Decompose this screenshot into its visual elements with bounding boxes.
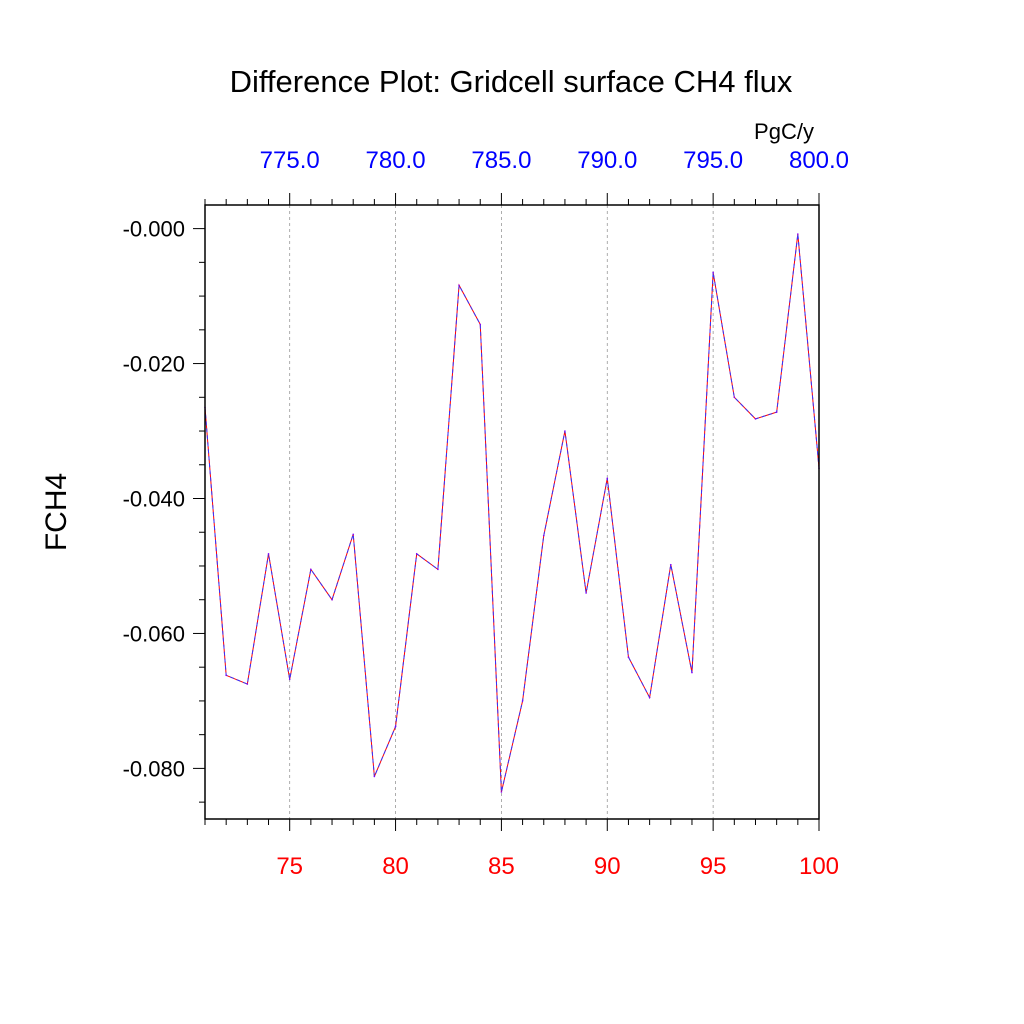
data-point [373,775,376,778]
data-point [797,233,799,235]
y-axis-label: FCH4 [40,473,73,551]
data-point [394,725,397,728]
data-point [437,568,439,571]
data-point [712,271,714,274]
y-tick-label: -0.060 [123,621,185,646]
x-tick-label-bottom: 75 [276,853,303,880]
data-point [542,534,545,537]
data-point [606,477,609,480]
x-tick-label-bottom: 95 [700,853,727,880]
series-line [204,233,820,793]
y-tick-label: -0.040 [123,487,185,512]
data-point [521,700,524,702]
x-tick-label-bottom: 100 [799,853,839,880]
data-point [479,323,482,326]
data-point [669,563,672,566]
data-point [331,598,333,601]
series-group [204,233,820,793]
x-tick-label-bottom: 80 [382,853,409,880]
data-point [288,678,291,681]
tick-labels: -0.000 -0.020 -0.040 -0.060 -0.080 75 80 85 90 95… [123,147,849,880]
data-point [733,396,736,399]
data-point [225,674,227,677]
data-point [415,553,418,555]
y-tick-label: -0.000 [123,217,185,242]
x-tick-label-top: 790.0 [577,147,637,174]
grid-lines [289,205,714,819]
x-tick-label-top: 800.0 [789,147,849,174]
x-tick-label-top: 795.0 [683,147,743,174]
x-tick-label-bottom: 90 [594,853,621,880]
data-point [775,411,778,413]
series-line-base [204,233,820,793]
units-label: PgC/y [754,119,814,144]
data-point [648,696,651,699]
data-point [627,656,630,658]
data-point [352,533,355,536]
x-tick-label-top: 775.0 [260,147,320,174]
chart-title: Difference Plot: Gridcell surface CH4 fl… [230,64,793,99]
data-point [564,430,566,432]
data-point [691,671,693,674]
x-tick-label-bottom: 85 [488,853,515,880]
x-tick-label-top: 780.0 [366,147,426,174]
data-point [246,683,249,685]
x-tick-label-top: 785.0 [471,147,531,174]
data-point [585,592,587,594]
data-point [310,568,312,571]
data-point [754,418,757,420]
plot-frame [204,204,820,820]
data-point [458,284,460,287]
y-tick-label: -0.080 [123,756,185,781]
axis-ticks [193,193,820,831]
data-point [267,553,270,555]
data-point [500,791,503,793]
y-tick-label: -0.020 [123,352,185,377]
